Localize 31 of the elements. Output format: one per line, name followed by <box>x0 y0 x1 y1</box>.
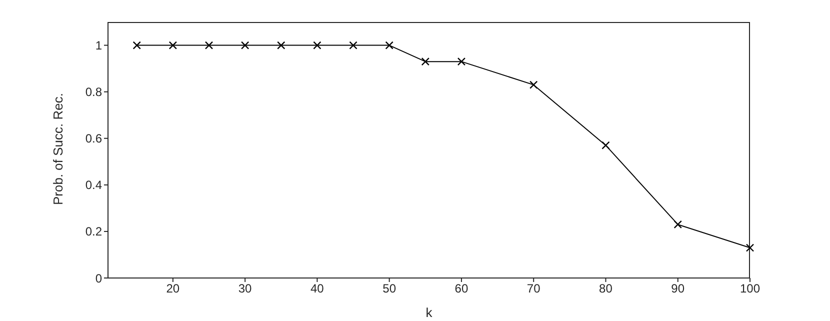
x-tick-label: 30 <box>238 282 252 296</box>
y-axis-title: Prob. of Succ. Rec. <box>50 93 66 205</box>
x-tick-label: 50 <box>382 282 396 296</box>
point <box>204 41 214 50</box>
y-tick-label: 0.6 <box>85 132 102 146</box>
y-tick-label: 0.2 <box>85 224 102 239</box>
point <box>529 80 538 89</box>
point <box>421 57 430 66</box>
point <box>277 41 286 50</box>
x-axis-title: k <box>426 305 433 320</box>
point <box>349 41 358 50</box>
y-tick-label: 0 <box>95 271 102 286</box>
point <box>168 41 178 50</box>
x-tick-label: 70 <box>526 282 541 296</box>
x-tick-label: 20 <box>166 282 180 296</box>
y-tick-label: 0.4 <box>85 178 102 192</box>
x-tick-label: 80 <box>599 282 613 296</box>
x-tick-label: 60 <box>454 282 468 296</box>
y-tick-label: 0.8 <box>85 85 102 100</box>
point <box>457 57 466 66</box>
x-tick-label: 100 <box>740 282 760 296</box>
x-tick-label: 90 <box>671 282 685 296</box>
point <box>313 41 322 50</box>
point <box>674 220 682 229</box>
point <box>385 41 394 50</box>
x-tick-label: 40 <box>310 282 324 296</box>
point <box>132 41 141 50</box>
point <box>746 244 754 252</box>
point <box>240 41 250 50</box>
point <box>602 141 610 150</box>
y-tick-label: 1 <box>95 38 102 53</box>
